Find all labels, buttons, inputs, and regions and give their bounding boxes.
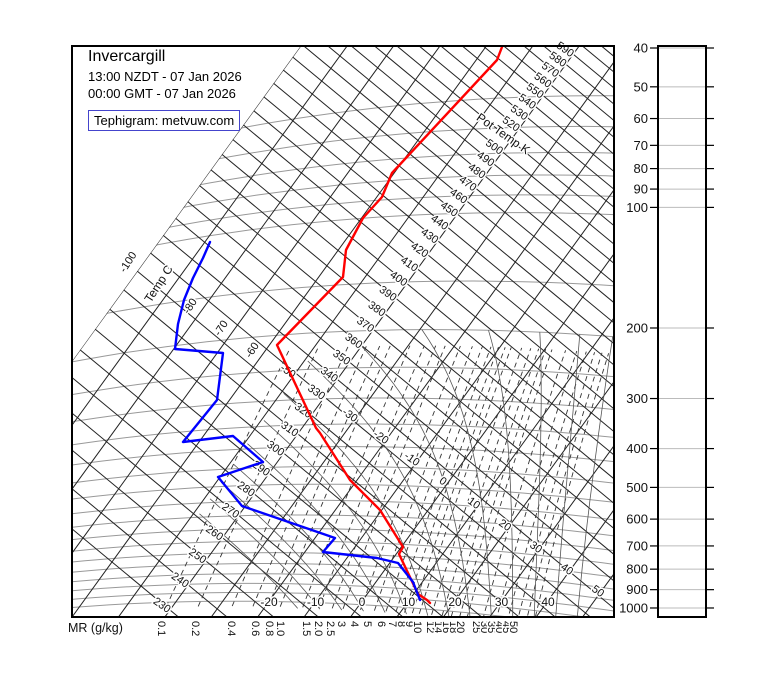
pot-temp-label: 230 [151, 595, 173, 615]
mr-value-label: 0.1 [155, 621, 167, 636]
mr-value-label: 1.5 [300, 621, 312, 636]
mr-value-label: 8 [395, 621, 407, 627]
mr-value-label: 7 [386, 621, 398, 627]
isotherm-bottom-label: 20 [448, 595, 462, 609]
mr-value-label: 2.0 [312, 621, 324, 636]
mr-value-label: 2.5 [324, 621, 336, 636]
mr-axis: MR (g/kg) 0.1 0.2 0.4 0.6 0.8 1.0 1.5 2.0 2.5 3 4 5 6… [67, 620, 521, 638]
pressure-label: 1000 [619, 600, 648, 615]
isotherm-bottom-label: -20 [260, 595, 278, 609]
title-block: Invercargill 13:00 NZDT - 07 Jan 2026 00… [88, 48, 242, 131]
pot-temp-label: 300 [264, 439, 286, 459]
pressure-label: 400 [626, 441, 648, 456]
pressure-scale: 40 50 60 70 80 90 100 200 300 400 500 600 700 800 900 1… [618, 39, 714, 618]
pressure-label: 80 [634, 161, 648, 176]
isotherm-label: -10 [402, 450, 422, 469]
mr-value-label: 6 [375, 621, 387, 627]
credit-link[interactable]: Tephigram: metvuw.com [88, 110, 241, 131]
mr-value-label: 12 [424, 621, 436, 633]
mr-value-label: 0.6 [249, 621, 261, 636]
isotherm-bottom-label: 30 [495, 595, 509, 609]
isotherm-label: 0 [437, 475, 449, 488]
pressure-label: 800 [626, 562, 648, 577]
pot-temp-label: 420 [408, 240, 430, 260]
mr-value-label: 45 [500, 621, 512, 633]
mr-value-label: 50 [507, 621, 519, 633]
mr-axis-title: MR (g/kg) [68, 621, 123, 635]
mr-value-label: 30 [478, 621, 490, 633]
temperature-trace [275, 45, 504, 605]
isotherm-label: 40 [558, 561, 575, 578]
pressure-label: 700 [626, 538, 648, 553]
pressure-label: 500 [626, 480, 648, 495]
isotherm-bottom-label: 0 [359, 595, 366, 609]
saturated-adiabat-lines [199, 329, 614, 617]
plot-frame [71, 45, 615, 618]
mr-value-label: 14 [432, 621, 444, 633]
pot-temp-label: 250 [186, 546, 208, 566]
mr-value-label: 16 [440, 621, 452, 633]
pressure-label: 40 [634, 41, 648, 56]
isotherm-bottom-label: 10 [402, 595, 416, 609]
isotherm-label: -50 [278, 362, 298, 381]
pot-temp-label: 350 [330, 348, 352, 368]
mr-value-label: 0.8 [263, 621, 275, 636]
mr-value-label: 25 [470, 621, 482, 633]
pressure-label: 300 [626, 391, 648, 406]
isotherm-label: 30 [527, 539, 544, 556]
pressure-label: 100 [626, 200, 648, 215]
mr-value-label: 5 [361, 621, 373, 627]
mr-value-label: 40 [493, 621, 505, 633]
mr-value-label: 0.4 [225, 621, 237, 636]
local-time: 13:00 NZDT - 07 Jan 2026 [88, 69, 242, 84]
pressure-label: 900 [626, 582, 648, 597]
mr-value-label: 10 [411, 621, 423, 633]
pressure-label: 90 [634, 182, 648, 197]
mr-value-label: 3 [335, 621, 347, 627]
pot-temp-label: 410 [398, 254, 420, 274]
mr-value-label: 20 [454, 621, 466, 633]
isotherm-bottom-label: 40 [541, 595, 555, 609]
pot-temp-label: 270 [219, 501, 241, 521]
mr-value-label: 9 [403, 621, 415, 627]
pot-temp-label: 370 [354, 315, 376, 335]
pressure-label: 50 [634, 79, 648, 94]
isotherm-bottom-label: -10 [307, 595, 325, 609]
pressure-label: 600 [626, 512, 648, 527]
isotherm-label: 20 [496, 517, 513, 534]
pot-temp-label: 380 [366, 299, 388, 319]
pot-temp-label: 360 [343, 331, 365, 351]
mr-value-label: 4 [348, 621, 360, 627]
pressure-bar [657, 45, 707, 618]
mr-value-label: 35 [485, 621, 497, 633]
pot-temp-label: 390 [377, 284, 399, 304]
pot-temp-label: 260 [203, 523, 225, 543]
isotherm-label: -100 [117, 250, 139, 275]
pot-temp-label: 240 [169, 570, 191, 590]
mr-value-label: 1.0 [274, 621, 286, 636]
pressure-label: 60 [634, 111, 648, 126]
pressure-label: 200 [626, 320, 648, 335]
mr-value-label: 18 [447, 621, 459, 633]
dewpoint-trace [173, 240, 422, 602]
utc-time: 00:00 GMT - 07 Jan 2026 [88, 86, 236, 101]
pot-temp-label: 400 [388, 269, 410, 289]
mr-value-label: 0.2 [189, 621, 201, 636]
pressure-label: 70 [634, 138, 648, 153]
sounding-traces [173, 45, 504, 605]
station-name: Invercargill [88, 48, 166, 65]
